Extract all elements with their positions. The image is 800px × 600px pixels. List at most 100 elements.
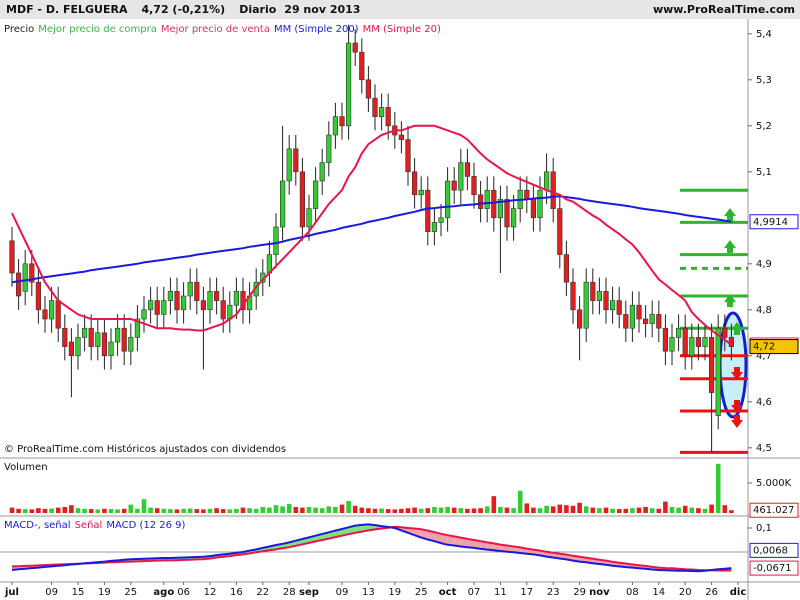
- volume-bar: [161, 508, 167, 513]
- candle-body: [95, 332, 101, 347]
- volume-bar: [524, 503, 530, 513]
- candle-body: [62, 327, 68, 347]
- macd-fill: [355, 524, 362, 533]
- volume-bar: [531, 507, 536, 513]
- volume-bar: [220, 509, 226, 513]
- candle-body: [497, 199, 504, 219]
- volume-bar: [194, 509, 200, 513]
- y-tick-label: 4,6: [756, 397, 772, 408]
- volume-bar: [630, 508, 635, 513]
- arrows: [724, 208, 743, 428]
- candle-body: [29, 263, 35, 283]
- volume-bar: [610, 508, 615, 513]
- volume-bar: [366, 508, 371, 513]
- header-title: MDF - D. FELGUERA 4,72 (-0,21%) Diario 29 n…: [6, 3, 360, 16]
- note: © ProRealTime.com Históricos ajustados c…: [4, 443, 286, 455]
- volume-bar: [306, 506, 312, 513]
- volume-bar: [359, 507, 365, 513]
- candle-body: [326, 134, 332, 163]
- macd-line: [11, 523, 732, 573]
- x-tick-label: 07: [468, 587, 481, 598]
- candle-body: [550, 171, 556, 209]
- candle-body: [484, 189, 490, 209]
- volume-bar: [445, 506, 450, 513]
- macd-fill: [441, 533, 448, 545]
- volume-bar: [385, 509, 391, 513]
- macd-fill: [487, 542, 494, 551]
- candle-body: [385, 107, 391, 127]
- candle-body: [148, 300, 154, 311]
- x-tick-label: 20: [679, 587, 692, 598]
- candle-body: [543, 171, 550, 191]
- value-marker: [749, 502, 799, 518]
- volume-bar: [214, 508, 219, 513]
- volume-bar: [36, 508, 41, 513]
- candle-body: [431, 222, 438, 232]
- volume-bar: [603, 507, 609, 513]
- volume-bar: [108, 509, 114, 513]
- legend: MACD-, señal Señal MACD (12 26 9): [4, 520, 186, 531]
- quote: 4,72 (-0,21%): [141, 3, 225, 16]
- x-tick-label: 25: [415, 587, 428, 598]
- legend-entry: Mejor precio de venta: [161, 24, 270, 35]
- candle-body: [9, 240, 15, 274]
- candle-body: [629, 304, 635, 329]
- x-tick-label: 12: [204, 587, 217, 598]
- volume-bar: [597, 508, 602, 513]
- volume-bar: [570, 505, 576, 513]
- macd-fill: [454, 536, 461, 547]
- down-arrow: [731, 415, 743, 428]
- x-tick-label: 13: [362, 587, 375, 598]
- macd-fill: [447, 535, 455, 546]
- volume-bar: [544, 505, 549, 513]
- volume-bar: [168, 509, 173, 513]
- x-tick-label: 11: [494, 587, 507, 598]
- volume-bar: [201, 509, 206, 513]
- value-marker: [749, 214, 799, 230]
- candle-body: [319, 162, 325, 182]
- candle-body: [339, 116, 345, 127]
- volume-bar: [478, 508, 483, 513]
- volume-bar: [458, 508, 464, 513]
- candle-body: [510, 208, 517, 228]
- candle-body: [15, 272, 22, 297]
- volume-bar: [379, 508, 384, 513]
- candle-body: [82, 327, 88, 338]
- candle-body: [55, 300, 61, 329]
- x-tick-label: 19: [98, 587, 111, 598]
- candle-body: [603, 291, 609, 311]
- candle-body: [22, 263, 28, 292]
- volume-bar: [16, 508, 21, 513]
- volume-bar: [49, 508, 54, 513]
- candle-body: [583, 281, 589, 329]
- candle-body: [563, 254, 569, 283]
- volume-bar: [22, 509, 28, 513]
- volume-bar: [9, 507, 15, 513]
- value-marker: [749, 560, 799, 576]
- candle-body: [181, 295, 187, 311]
- volume-bar: [451, 507, 457, 513]
- volume-bar: [141, 499, 147, 513]
- candle-body: [636, 304, 642, 320]
- volume-bar: [517, 490, 523, 513]
- volume-bar: [484, 506, 490, 513]
- volume-bar: [280, 506, 285, 513]
- panel-title: Volumen: [4, 462, 48, 473]
- x-tick-label: 15: [72, 587, 85, 598]
- volume-bar: [319, 508, 325, 513]
- candle-body: [590, 281, 596, 301]
- legend-entry: MACD (12 26 9): [106, 520, 185, 531]
- candle-body: [378, 107, 385, 117]
- up-arrow: [724, 294, 736, 307]
- candle-body: [728, 337, 734, 347]
- header-bar: [0, 0, 800, 19]
- volume-bar: [590, 507, 596, 513]
- volume-bar: [88, 509, 94, 513]
- candle-body: [504, 199, 510, 228]
- volume-bar: [676, 507, 681, 513]
- macd-fill: [480, 541, 488, 550]
- volume-bar: [550, 506, 556, 513]
- value-marker: [749, 542, 799, 558]
- macd-fill: [408, 528, 415, 536]
- candle-body: [273, 226, 279, 255]
